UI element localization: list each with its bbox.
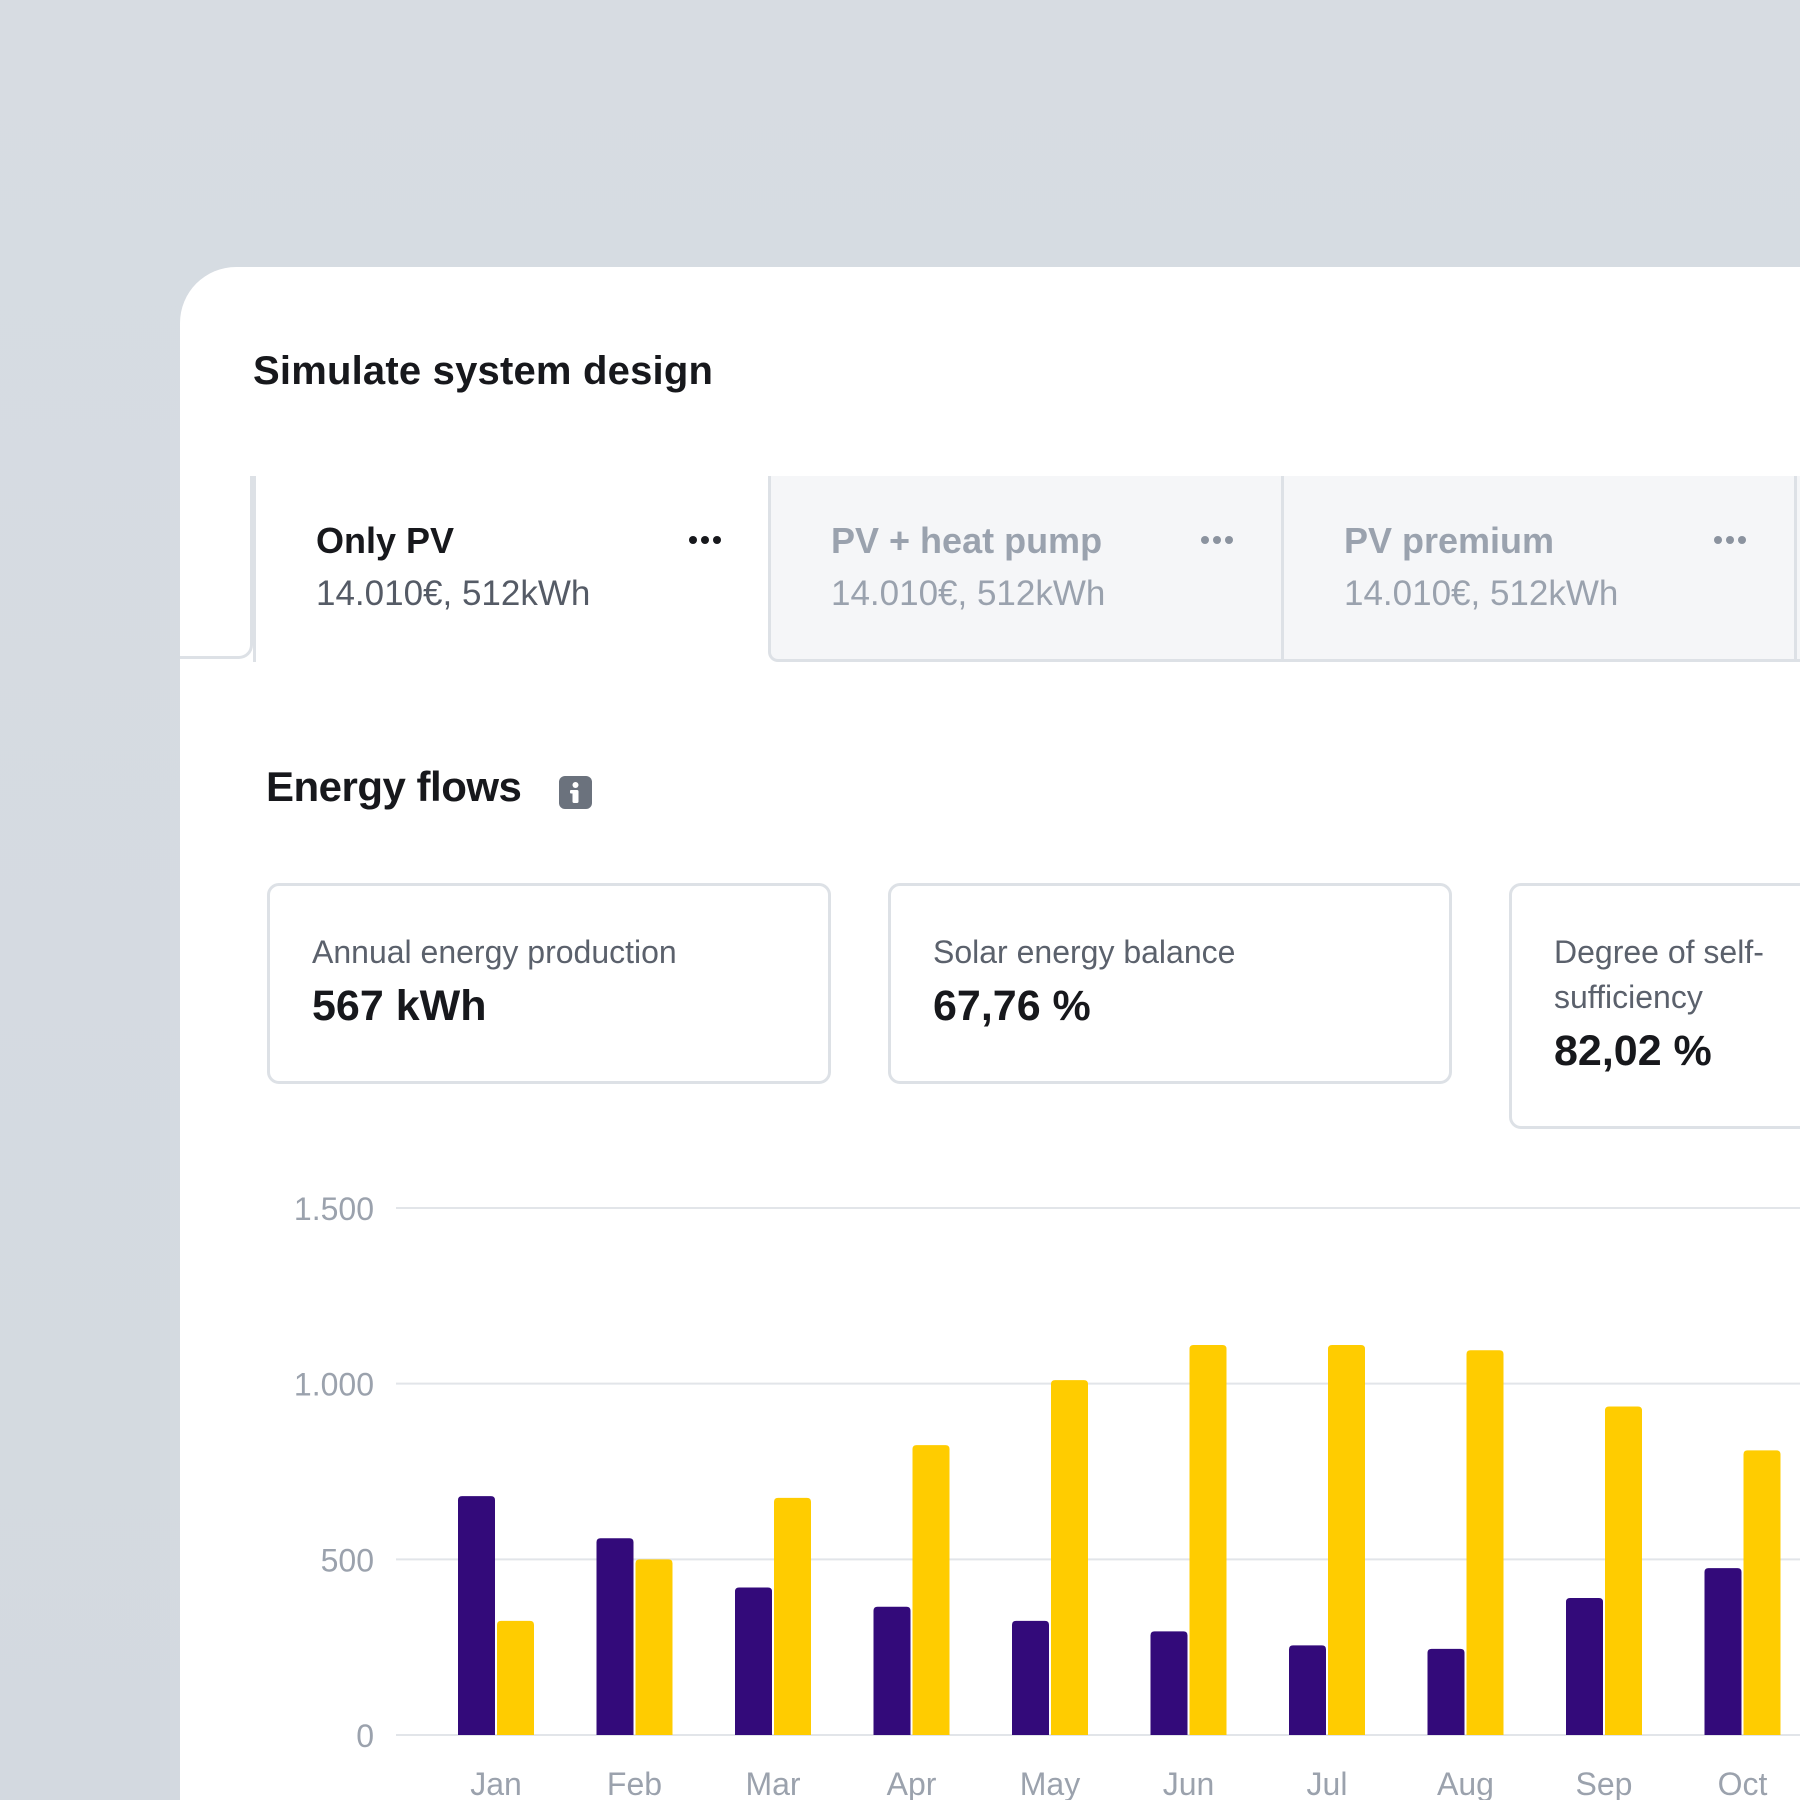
bar-series-b (635, 1559, 673, 1735)
kpi-value: 82,02 % (1554, 1027, 1712, 1075)
x-tick-label: Aug (1437, 1766, 1494, 1800)
tab-name: PV premium (1344, 520, 1555, 561)
kpi-annual-energy-production: Annual energy production 567 kWh (267, 883, 831, 1084)
y-tick-label: 0 (356, 1718, 374, 1754)
bar-series-b (497, 1620, 534, 1735)
bar-series-a (1012, 1620, 1049, 1735)
bar-series-b (1605, 1406, 1642, 1735)
bar-series-a (735, 1587, 772, 1735)
bar-series-a (1704, 1568, 1742, 1735)
page-title: Simulate system design (253, 349, 714, 393)
more-options-icon[interactable] (689, 536, 721, 544)
x-tick-label: Apr (887, 1766, 937, 1800)
bar-series-a (596, 1538, 634, 1735)
tab-summary: 14.010€, 512kWh (831, 574, 1106, 613)
kpi-value: 67,76 % (933, 982, 1091, 1030)
tab-name: Only PV (316, 520, 455, 561)
y-tick-label: 1.500 (294, 1191, 374, 1227)
info-icon[interactable] (559, 776, 592, 809)
bar-series-a (1150, 1631, 1188, 1735)
bar-series-b (774, 1497, 811, 1735)
bar-series-a (1427, 1648, 1465, 1735)
bar-series-b (912, 1445, 950, 1735)
energy-flows-chart: 0 500 1.000 1.500 Jan Feb Mar Apr May Jun Jul Aug Se… (294, 1191, 1800, 1800)
bar-series-a (1289, 1645, 1326, 1735)
tab-left-edge (180, 476, 253, 659)
x-tick-label: Jan (470, 1766, 522, 1800)
x-tick-label: Feb (607, 1766, 662, 1800)
tab-summary: 14.010€, 512kWh (316, 574, 591, 613)
kpi-label: Annual energy production (312, 934, 677, 970)
tab-only-pv[interactable]: Only PV 14.010€, 512kWh (253, 476, 771, 662)
x-tick-label: Mar (745, 1766, 800, 1800)
tab-name: PV + heat pump (831, 520, 1103, 561)
kpi-label: Degree of self-sufficiency (1554, 934, 1764, 1015)
bar-series-a (1566, 1597, 1603, 1735)
bar-series-b (1466, 1350, 1504, 1735)
tab-next-partial[interactable] (1794, 476, 1800, 662)
x-tick-label: Sep (1576, 1766, 1633, 1800)
x-tick-label: Oct (1718, 1766, 1768, 1800)
tab-pv-premium[interactable]: PV premium 14.010€, 512kWh (1281, 476, 1796, 662)
x-tick-label: May (1020, 1766, 1080, 1800)
simulation-card: Simulate system design Only PV 14.010€, … (180, 267, 1800, 1800)
tab-summary: 14.010€, 512kWh (1344, 574, 1619, 613)
y-tick-label: 1.000 (294, 1367, 374, 1403)
kpi-solar-energy-balance: Solar energy balance 67,76 % (888, 883, 1452, 1084)
kpi-degree-of-self-sufficiency: Degree of self-sufficiency 82,02 % (1509, 883, 1800, 1129)
tab-pv-heat-pump[interactable]: PV + heat pump 14.010€, 512kWh (768, 476, 1283, 662)
bar-series-a (873, 1606, 911, 1735)
bar-series-b (1189, 1345, 1227, 1735)
more-options-icon[interactable] (1714, 536, 1746, 544)
x-tick-label: Jun (1163, 1766, 1215, 1800)
y-tick-label: 500 (321, 1542, 374, 1578)
kpi-value: 567 kWh (312, 982, 487, 1030)
x-tick-label: Jul (1307, 1766, 1348, 1800)
kpi-label: Solar energy balance (933, 934, 1236, 970)
bar-series-a (458, 1496, 495, 1735)
more-options-icon[interactable] (1201, 536, 1233, 544)
bar-series-b (1328, 1345, 1365, 1735)
bar-series-b (1743, 1450, 1781, 1735)
bar-series-b (1051, 1380, 1088, 1735)
section-title: Energy flows (266, 763, 522, 810)
